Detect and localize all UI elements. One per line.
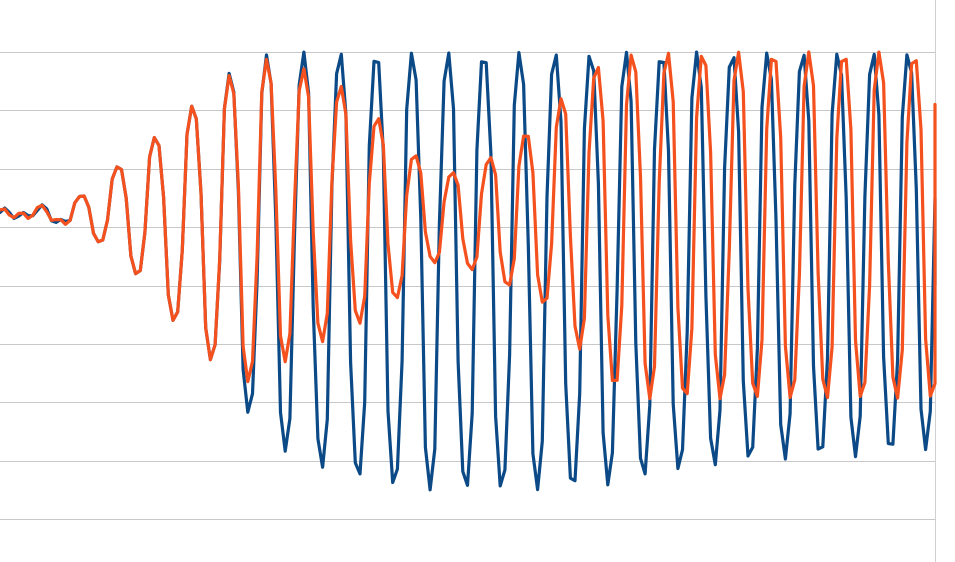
- gridlines: [0, 52, 935, 520]
- series-line-2: [0, 50, 937, 401]
- series-lines: [0, 50, 937, 492]
